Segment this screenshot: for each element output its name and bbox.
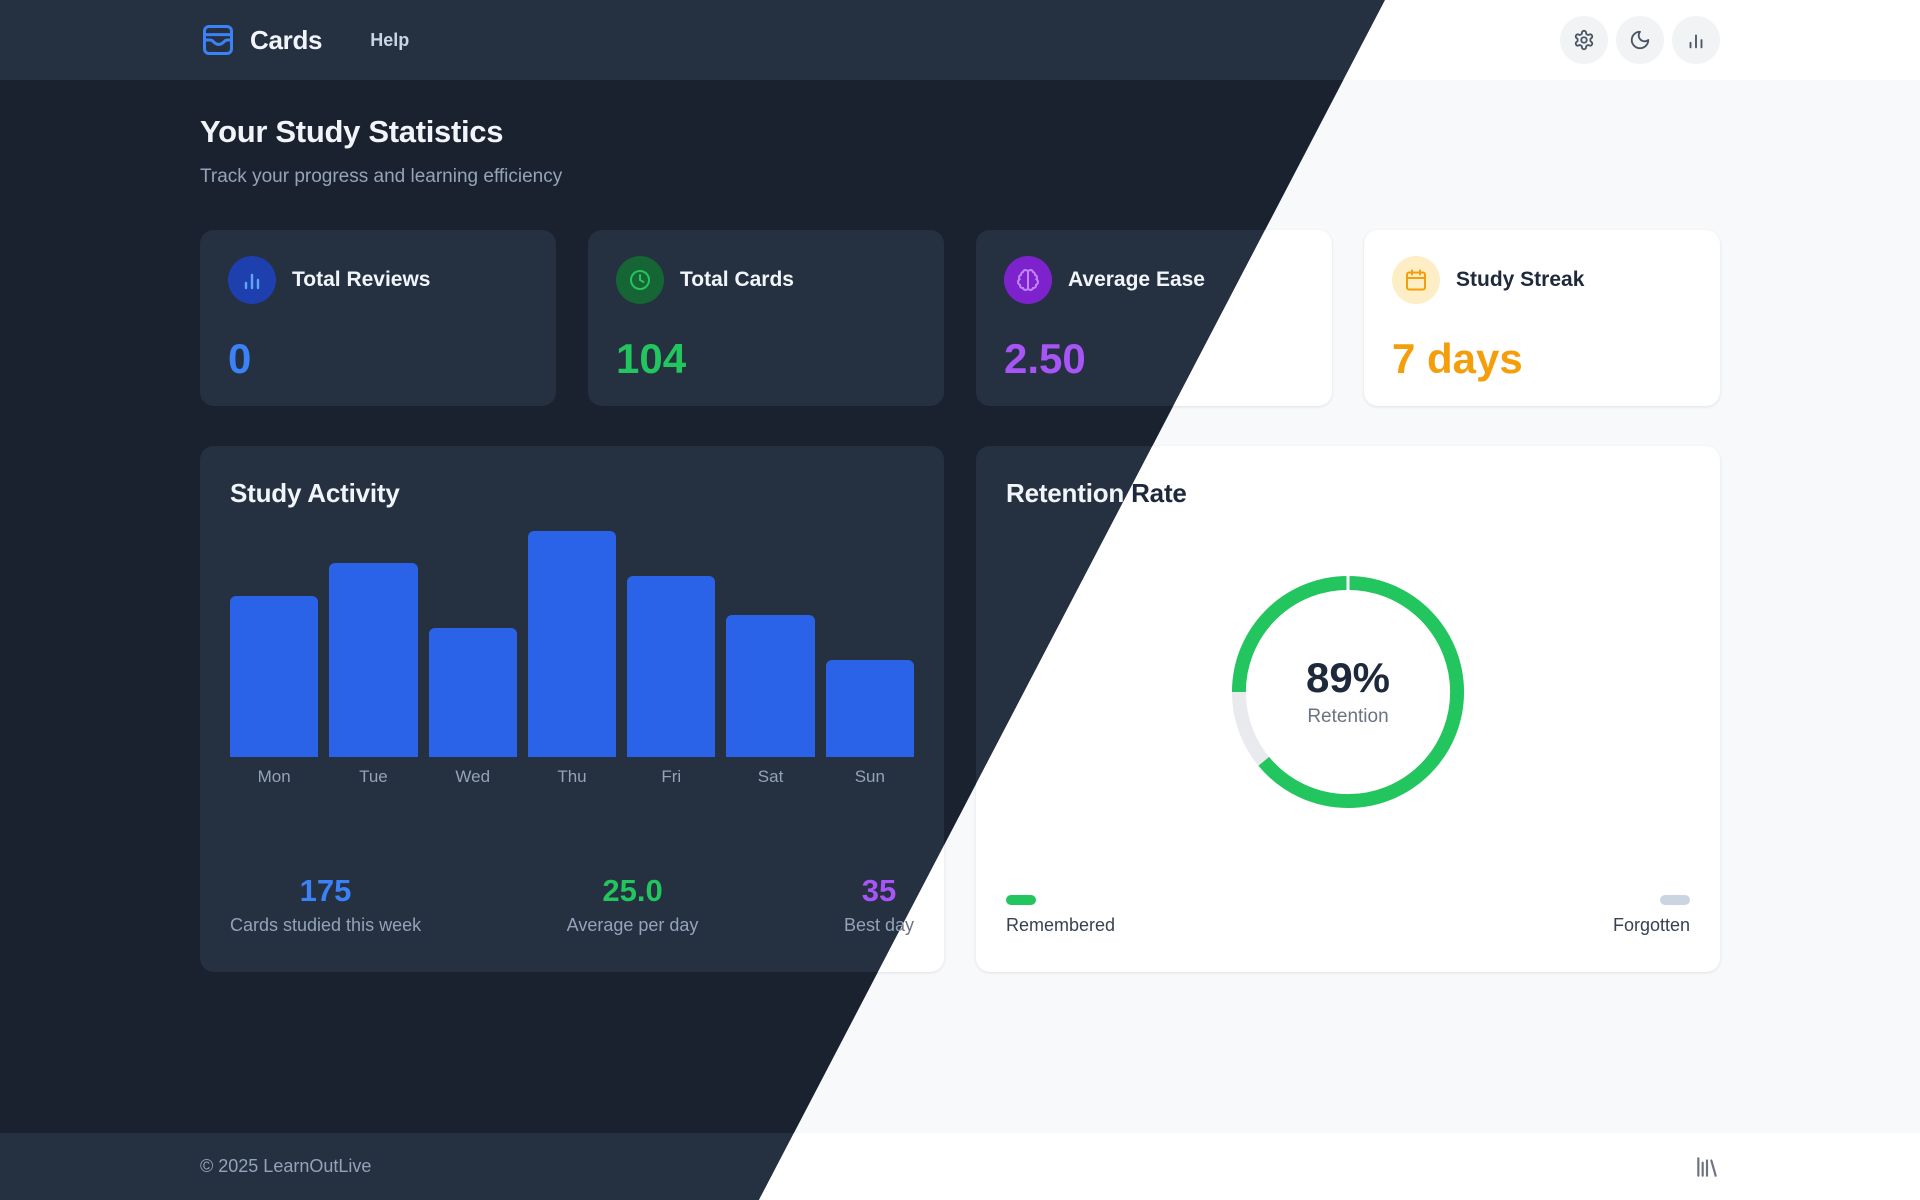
stat-label: Average Ease (1068, 268, 1205, 291)
summary-item-week-total: 175 Cards studied this week (230, 875, 421, 936)
footer: © 2025 LearnOutLive (0, 1133, 1920, 1200)
bar-category-label: Thu (557, 767, 587, 786)
library-button[interactable] (1694, 1154, 1720, 1180)
summary-value: 35 (861, 873, 897, 908)
calendar-icon (1392, 256, 1440, 304)
nav-help-link[interactable]: Help (370, 29, 410, 50)
stat-label: Study Streak (1456, 268, 1585, 291)
summary-value: 25.0 (602, 873, 663, 908)
stat-label: Total Reviews (292, 268, 431, 291)
retention-donut-chart: 89% Retention (1229, 573, 1467, 811)
stat-card-average-ease: Average Ease 2.50 (976, 230, 1332, 406)
remembered-swatch (1006, 895, 1036, 905)
stat-card-study-streak: Study Streak 7 days (1364, 230, 1720, 406)
summary-label: Cards studied this week (230, 915, 422, 935)
cards-logo-icon (200, 22, 236, 58)
bar-tue (329, 563, 418, 757)
stat-card-header: Study Streak (1392, 256, 1692, 304)
bar-category-label: Tue (359, 767, 388, 786)
stat-card-total-reviews: Total Reviews 0 (200, 230, 556, 406)
forgotten-swatch (1660, 895, 1690, 905)
bar-sat (726, 614, 815, 757)
bar-category-label: Mon (257, 767, 291, 786)
stat-value: 2.50 (1004, 335, 1086, 382)
legend-item-remembered: Remembered (1006, 895, 1115, 936)
stat-value: 104 (616, 335, 687, 382)
bar-mon (230, 595, 319, 757)
stat-cards-grid: Total Reviews 0 Total Cards 104 (200, 230, 1720, 406)
page-title: Your Study Statistics (200, 114, 504, 149)
stat-card-header: Total Cards (616, 256, 916, 304)
donut-center-text: 89% Retention (1229, 573, 1467, 811)
retention-legend: Remembered Forgotten (1006, 895, 1690, 936)
retention-center-label: Retention (1307, 705, 1389, 727)
main-content: Your Study Statistics Track your progres… (0, 80, 1920, 1133)
stat-card-header: Average Ease (1004, 256, 1304, 304)
stat-value: 0 (228, 335, 252, 382)
stat-card-header: Total Reviews (228, 256, 528, 304)
clock-icon (616, 256, 664, 304)
stat-card-total-cards: Total Cards 104 (588, 230, 944, 406)
gear-icon (1573, 29, 1595, 51)
study-activity-summary: 175 Cards studied this week 25.0 Average… (230, 875, 914, 936)
nav-left: Cards Help (200, 22, 409, 58)
bar-sun (825, 660, 914, 757)
legend-label: Remembered (1006, 915, 1116, 935)
brand-name: Cards (250, 24, 323, 55)
brand-link[interactable]: Cards (200, 22, 323, 58)
summary-value: 175 (299, 873, 352, 908)
settings-button[interactable] (1560, 16, 1608, 64)
page-subtitle: Track your progress and learning efficie… (200, 166, 563, 187)
study-activity-card: Study Activity Mon Tue Wed Thu Fri Sat Sun 175… (200, 446, 944, 972)
bar-fri (627, 576, 716, 757)
bar-chart-icon (1685, 29, 1707, 51)
bar-wed (428, 627, 517, 757)
retention-rate-title: Retention Rate (1006, 478, 1187, 508)
top-nav: Cards Help (0, 0, 1920, 80)
brain-icon (1004, 256, 1052, 304)
bar-category-label: Wed (455, 767, 491, 786)
bar-category-label: Sat (757, 767, 784, 786)
summary-item-best-day: 35 Best day (844, 875, 914, 936)
bar-category-label: Fri (661, 767, 682, 786)
legend-item-forgotten: Forgotten (1613, 895, 1690, 936)
legend-label: Forgotten (1612, 915, 1690, 935)
library-icon (1694, 1154, 1720, 1180)
theme-toggle-button[interactable] (1616, 16, 1664, 64)
summary-label: Best day (843, 915, 914, 935)
nav-actions (1560, 16, 1720, 64)
stat-value: 7 days (1392, 335, 1523, 382)
bar-category-label: Sun (854, 767, 885, 786)
study-activity-title: Study Activity (230, 478, 400, 508)
weekly-bar-chart (230, 531, 914, 757)
copyright-text: © 2025 LearnOutLive (200, 1156, 372, 1176)
bar-thu (527, 531, 617, 757)
moon-icon (1629, 29, 1651, 51)
summary-item-average: 25.0 Average per day (567, 875, 699, 936)
charts-grid: Study Activity Mon Tue Wed Thu Fri Sat Sun 175… (200, 446, 1720, 972)
statistics-button[interactable] (1672, 16, 1720, 64)
stat-label: Total Cards (680, 268, 794, 291)
weekly-bar-chart-labels: Mon Tue Wed Thu Fri Sat Sun (230, 767, 914, 787)
reviews-bar-chart-icon (228, 256, 276, 304)
retention-rate-card: Retention Rate 89% Retention (976, 446, 1720, 972)
summary-label: Average per day (566, 915, 699, 935)
retention-percentage: 89% (1305, 653, 1391, 701)
